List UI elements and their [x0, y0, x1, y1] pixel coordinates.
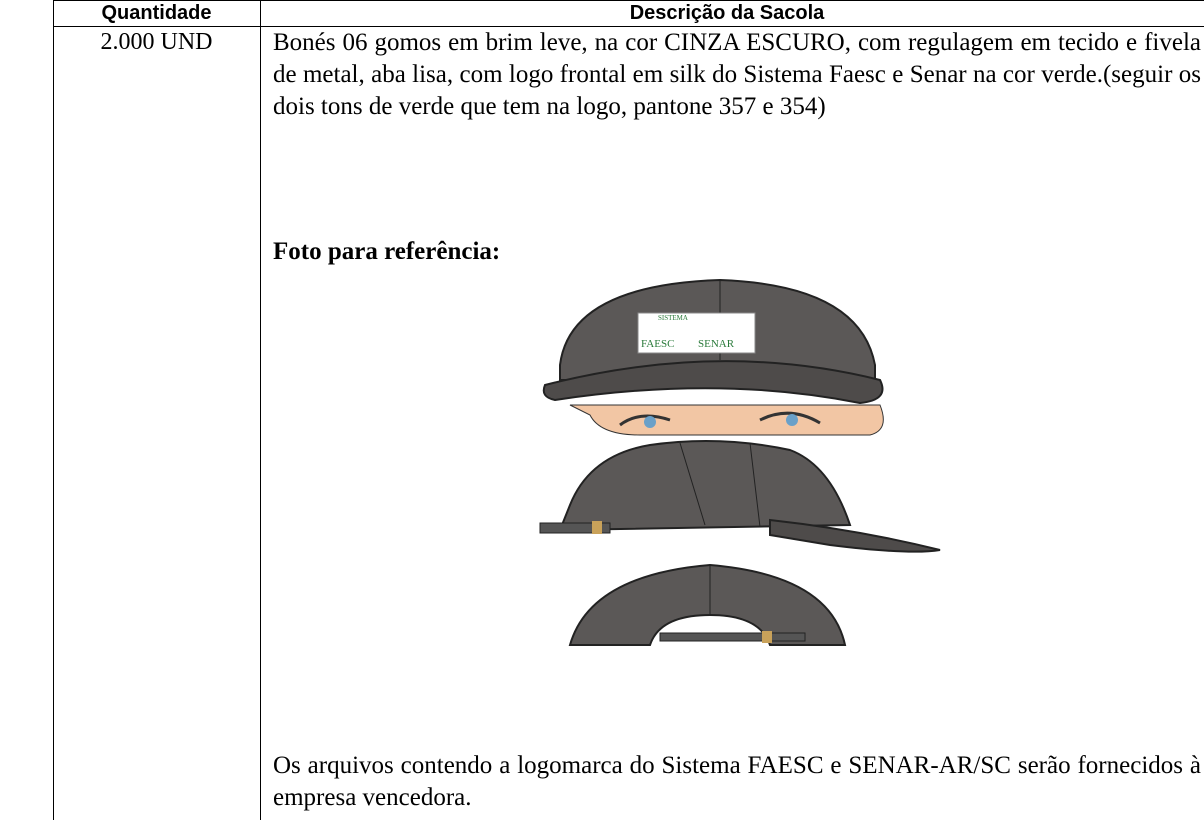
eyes [619, 411, 821, 427]
logo-left: FAESC [641, 338, 674, 350]
logo-right: SENAR [698, 338, 735, 350]
back-buckle [762, 631, 772, 643]
buckle [592, 521, 602, 534]
logo [637, 312, 756, 354]
photo-label: Foto para referência: [273, 238, 501, 265]
eye [786, 414, 798, 426]
back-strap [659, 632, 806, 642]
eye [644, 416, 656, 428]
note: Os arquivos contendo a logomarca do Sist… [273, 752, 1201, 811]
header-description: Descrição da Sacola [260, 0, 1204, 27]
face [569, 404, 884, 436]
logo-top: SISTEMA [658, 314, 688, 322]
border-left [53, 0, 54, 820]
side-brim [769, 518, 941, 553]
header-quantity: Quantidade [53, 0, 260, 27]
back-crown [568, 563, 847, 646]
column-divider [260, 0, 261, 820]
cap-brim [542, 360, 884, 405]
header-text: Descrição da Sacola [629, 2, 825, 24]
description: Bonés 06 gomos em brim leve, na cor CINZ… [273, 29, 1201, 120]
seam [679, 442, 761, 528]
side-crown [558, 440, 852, 532]
quantity: 2.000 UND [100, 29, 213, 55]
cap-illustration: SISTEMA FAESC SENAR [539, 278, 941, 646]
